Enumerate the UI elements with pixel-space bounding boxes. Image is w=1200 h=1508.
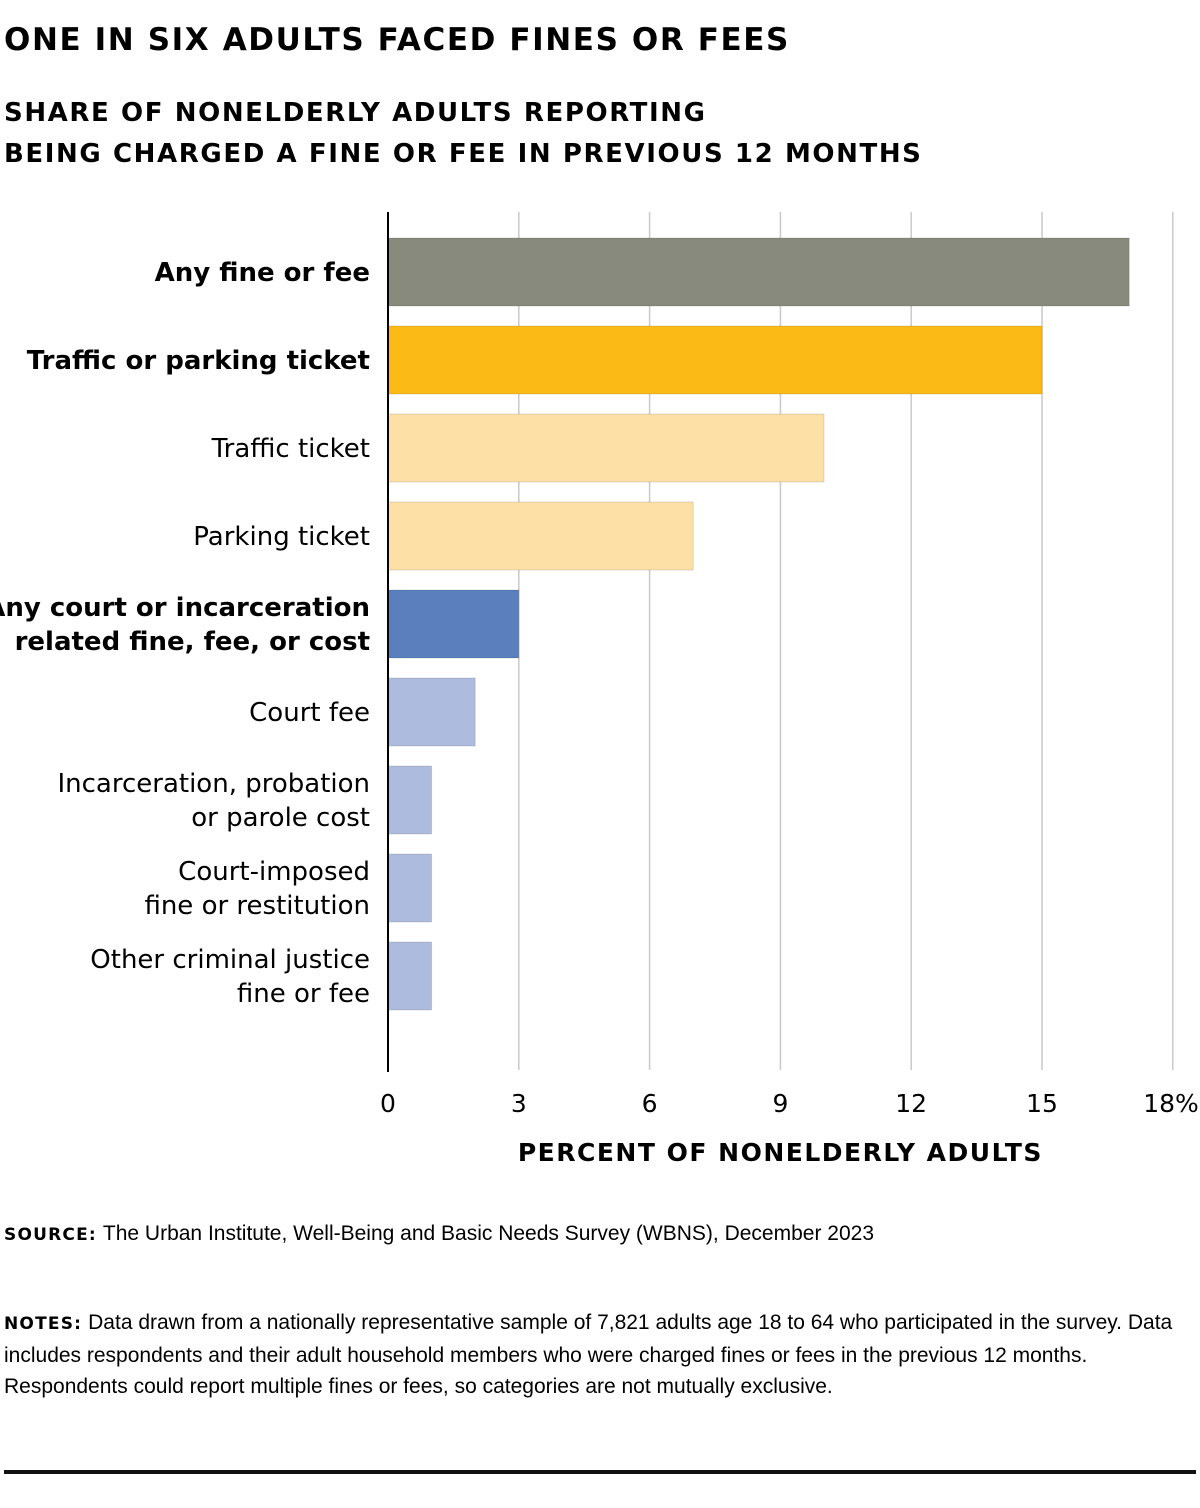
notes-label: NOTES: — [4, 1314, 83, 1334]
category-label: Any fine or fee — [155, 258, 370, 288]
x-axis-title: PERCENT OF NONELDERLY ADULTS — [518, 1138, 1043, 1167]
source-text: The Urban Institute, Well-Being and Basi… — [102, 1222, 875, 1245]
bar — [387, 941, 433, 1011]
chart-subtitle: SHARE OF NONELDERLY ADULTS REPORTING BEI… — [4, 93, 923, 175]
category-label-line: Court-imposed — [178, 857, 370, 887]
x-tick-label: 6 — [642, 1089, 658, 1118]
x-tick-label: 3 — [511, 1089, 527, 1118]
category-label-line: fine or restitution — [144, 891, 370, 921]
category-label: Court fee — [249, 698, 370, 728]
x-tick-label: 0 — [380, 1089, 396, 1118]
subtitle-line-2: BEING CHARGED A FINE OR FEE IN PREVIOUS … — [4, 139, 923, 169]
bar — [387, 325, 1043, 395]
chart-title: ONE IN SIX ADULTS FACED FINES OR FEES — [4, 22, 790, 58]
category-label-line: Incarceration, probation — [57, 769, 370, 799]
bar — [387, 765, 433, 835]
category-label-line: Traffic ticket — [211, 434, 370, 464]
subtitle-line-1: SHARE OF NONELDERLY ADULTS REPORTING — [4, 98, 707, 128]
bar-chart: Any fine or fee Traffic or parking ticket… — [0, 212, 1199, 1167]
bar — [387, 677, 476, 747]
category-label: Any court or incarceration related fine, … — [0, 593, 370, 657]
bottom-rule — [4, 1470, 1196, 1474]
category-label-line: Court fee — [249, 698, 370, 728]
category-label: Other criminal justice fine or fee — [90, 945, 370, 1009]
category-label-line: Parking ticket — [193, 522, 370, 552]
source-label: SOURCE: — [4, 1225, 97, 1245]
category-label-line: Any court or incarceration — [0, 593, 370, 623]
category-label: Traffic ticket — [211, 434, 370, 464]
x-tick-label: 12 — [895, 1089, 927, 1118]
category-label-line: fine or fee — [237, 979, 370, 1009]
source-note: SOURCE: The Urban Institute, Well-Being a… — [4, 1222, 874, 1246]
category-label-line: Other criminal justice — [90, 945, 370, 975]
notes: NOTES: Data drawn from a nationally repre… — [4, 1307, 1184, 1402]
notes-text: Data drawn from a nationally representat… — [4, 1311, 1173, 1398]
x-tick-label: 15 — [1026, 1089, 1058, 1118]
x-tick-label: 9 — [772, 1089, 788, 1118]
category-label: Parking ticket — [193, 522, 370, 552]
x-tick-label: 18% — [1143, 1089, 1199, 1118]
category-label-line: Traffic or parking ticket — [27, 346, 370, 376]
bar — [387, 237, 1130, 307]
category-label-line: or parole cost — [191, 803, 370, 833]
bar — [387, 853, 433, 923]
category-label: Court-imposed fine or restitution — [144, 857, 370, 921]
bar — [387, 413, 825, 483]
bar — [387, 589, 520, 659]
category-label: Incarceration, probation or parole cost — [57, 769, 370, 833]
bar — [387, 501, 694, 571]
category-label-line: related fine, fee, or cost — [15, 627, 370, 657]
category-label: Traffic or parking ticket — [27, 346, 370, 376]
category-label-line: Any fine or fee — [155, 258, 370, 288]
